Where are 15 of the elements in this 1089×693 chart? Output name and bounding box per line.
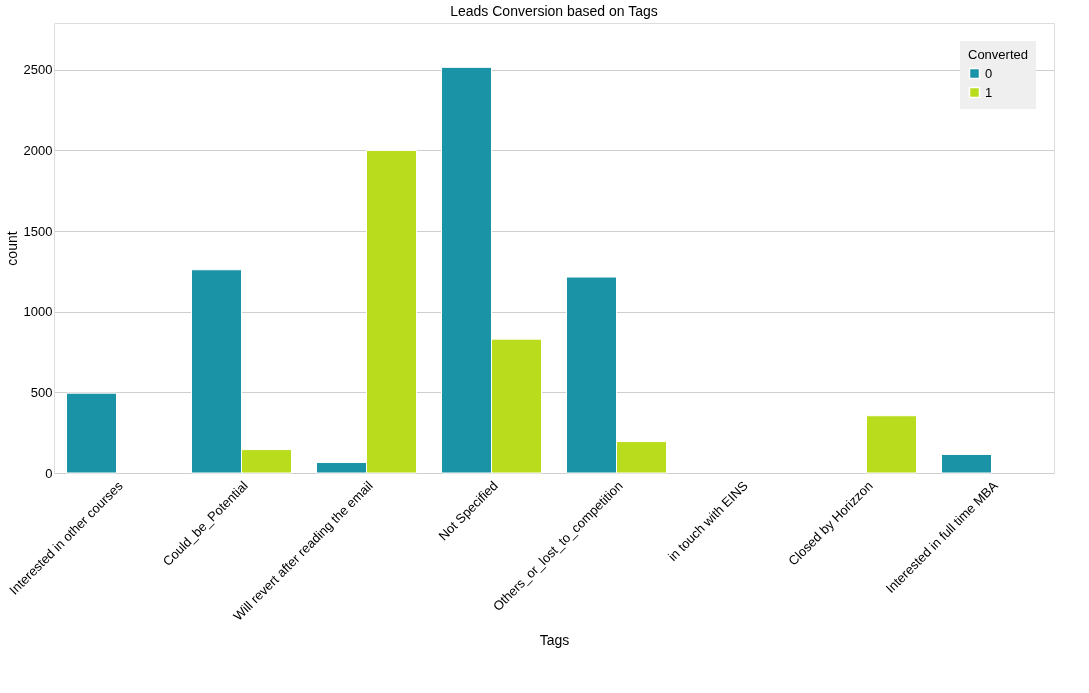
chart-title: Leads Conversion based on Tags — [450, 3, 658, 19]
y-tick-label: 500 — [30, 384, 53, 400]
bar — [66, 392, 117, 474]
y-tick-label: 2000 — [23, 142, 53, 158]
y-tick-label: 2500 — [23, 62, 53, 78]
legend-title: Converted — [968, 47, 1028, 62]
y-tick-label: 0 — [45, 465, 53, 481]
bar — [866, 415, 917, 474]
bar — [941, 453, 992, 474]
legend-label: 1 — [985, 84, 993, 100]
y-tick-label: 1500 — [23, 223, 53, 239]
legend-label: 0 — [985, 65, 993, 81]
y-axis-title: count — [3, 231, 20, 266]
y-tick-label: 1000 — [23, 304, 53, 320]
x-axis-title: Tags — [539, 631, 570, 648]
